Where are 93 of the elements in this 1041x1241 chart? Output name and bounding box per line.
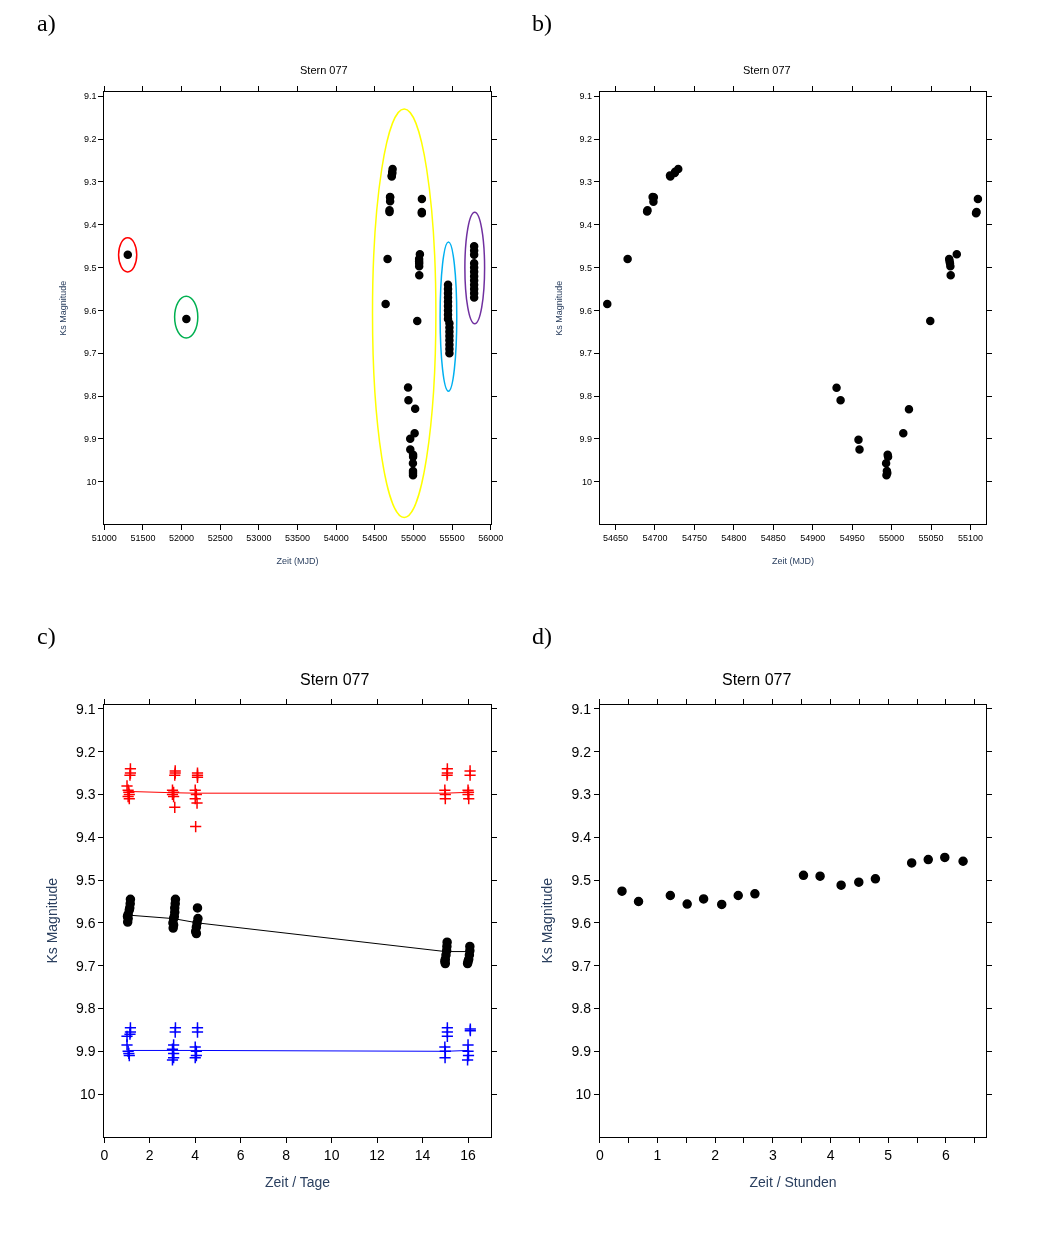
x-tick-label: 6 [941, 1146, 950, 1163]
x-tick-label: 55500 [439, 533, 465, 544]
x-tick-label: 3 [768, 1146, 777, 1163]
y-tick-label: 9.5 [571, 871, 592, 888]
y-tick-label: 9.7 [571, 957, 592, 974]
y-tick-label: 9.2 [579, 134, 592, 145]
x-tick-label: 54500 [362, 533, 388, 544]
x-tick-label: 55000 [400, 533, 426, 544]
y-tick-label: 9.1 [76, 700, 96, 717]
y-tick-label: 9.9 [76, 1043, 96, 1060]
x-tick-label: 0 [100, 1146, 109, 1163]
y-tick-label: 9.4 [76, 829, 96, 846]
y-tick-label: 9.7 [83, 348, 97, 359]
x-tick-label: 51000 [91, 533, 117, 544]
x-tick-label: 51500 [130, 533, 156, 544]
y-tick-label: 9.8 [579, 391, 592, 402]
x-tick-label: 53500 [285, 533, 311, 544]
y-tick-label: 9.6 [76, 914, 96, 931]
y-tick-label: 9.5 [579, 262, 592, 273]
x-tick-label: 54750 [681, 533, 707, 544]
y-axis-title: Ks Magnitude [553, 280, 564, 336]
y-tick-label: 9.2 [83, 134, 97, 145]
x-tick-label: 52500 [207, 533, 233, 544]
x-tick-label: 54950 [839, 533, 865, 544]
y-tick-label: 9.1 [571, 700, 592, 717]
x-tick-label: 56000 [478, 533, 504, 544]
chart-title: Stern 077 [743, 64, 791, 76]
y-tick-label: 9.5 [76, 871, 96, 888]
y-tick-label: 10 [86, 476, 97, 487]
chart-title: Stern 077 [300, 64, 348, 76]
y-tick-label: 9.1 [83, 91, 97, 102]
x-tick-label: 54900 [800, 533, 826, 544]
x-tick-label: 10 [323, 1146, 340, 1163]
x-tick-label: 12 [369, 1146, 386, 1163]
x-tick-label: 54000 [323, 533, 349, 544]
x-tick-label: 16 [460, 1146, 477, 1163]
y-tick-label: 9.2 [571, 743, 592, 760]
x-tick-label: 55100 [957, 533, 984, 544]
y-tick-label: 9.2 [76, 743, 96, 760]
y-tick-label: 9.3 [83, 177, 97, 188]
y-axis-title: Ks Magnitude [43, 877, 60, 964]
y-tick-label: 9.7 [579, 348, 592, 359]
y-tick-label: 9.8 [83, 391, 97, 402]
x-tick-label: 54650 [603, 533, 629, 544]
text: c) [37, 623, 56, 649]
y-tick-label: 9.9 [579, 433, 592, 444]
x-tick-label: 1 [653, 1146, 662, 1163]
y-tick-label: 9.6 [579, 305, 592, 316]
y-tick-label: 9.3 [76, 786, 96, 803]
text: a) [37, 10, 56, 36]
x-axis-title: Zeit / Stunden [749, 1174, 837, 1191]
chart-title: Stern 077 [300, 671, 370, 688]
x-tick-label: 2 [145, 1146, 154, 1163]
x-tick-label: 14 [414, 1146, 431, 1163]
x-axis-title: Zeit / Tage [264, 1174, 331, 1191]
y-axis-title: Ks Magnitude [58, 280, 69, 336]
x-tick-label: 5 [884, 1146, 893, 1163]
x-tick-label: 53000 [246, 533, 272, 544]
x-tick-label: 4 [191, 1146, 200, 1163]
x-tick-label: 55050 [918, 533, 944, 544]
x-tick-label: 55000 [879, 533, 905, 544]
y-tick-label: 9.9 [83, 433, 97, 444]
y-tick-label: 9.9 [571, 1043, 592, 1060]
y-tick-label: 10 [575, 1086, 592, 1103]
y-tick-label: 9.1 [579, 91, 592, 102]
x-tick-label: 54700 [642, 533, 668, 544]
x-tick-label: 6 [236, 1146, 245, 1163]
y-tick-label: 9.3 [571, 786, 592, 803]
chart-title: Stern 077 [722, 671, 792, 688]
y-tick-label: 10 [581, 476, 592, 487]
x-tick-label: 54800 [721, 533, 747, 544]
x-axis-title: Zeit (MJD) [276, 556, 319, 567]
y-tick-label: 10 [79, 1086, 96, 1103]
y-tick-label: 9.4 [579, 219, 592, 230]
x-tick-label: 2 [711, 1146, 720, 1163]
y-tick-label: 9.8 [76, 1000, 96, 1017]
y-tick-label: 9.6 [83, 305, 97, 316]
x-tick-label: 8 [282, 1146, 291, 1163]
y-tick-label: 9.8 [571, 1000, 592, 1017]
y-axis-title: Ks Magnitude [539, 877, 556, 964]
text: b) [532, 10, 552, 36]
y-tick-label: 9.7 [76, 957, 96, 974]
y-tick-label: 9.5 [83, 262, 97, 273]
y-tick-label: 9.3 [579, 177, 592, 188]
x-tick-label: 4 [826, 1146, 835, 1163]
y-tick-label: 9.4 [571, 829, 592, 846]
x-tick-label: 54850 [760, 533, 786, 544]
x-axis-title: Zeit (MJD) [772, 556, 815, 567]
x-tick-label: 52000 [169, 533, 195, 544]
y-tick-label: 9.4 [83, 219, 97, 230]
y-tick-label: 9.6 [571, 914, 592, 931]
x-tick-label: 0 [595, 1146, 604, 1163]
text: d) [532, 623, 552, 649]
